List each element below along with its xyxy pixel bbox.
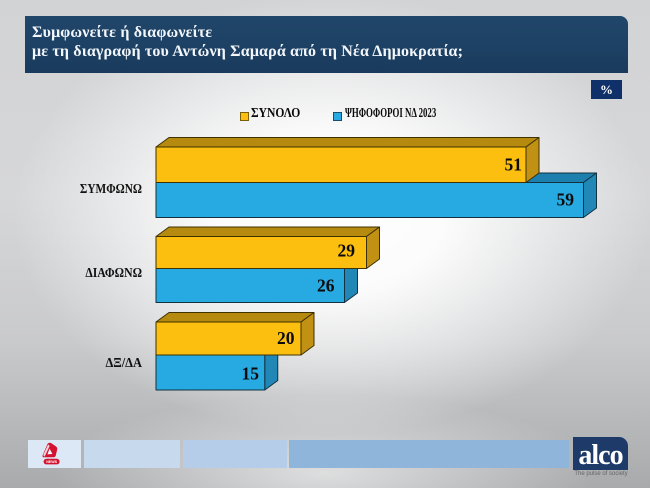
svg-text:59: 59 <box>557 190 575 210</box>
svg-text:15: 15 <box>242 364 260 384</box>
svg-text:26: 26 <box>317 276 335 296</box>
svg-text:NEWS: NEWS <box>46 460 57 464</box>
svg-text:51: 51 <box>505 155 523 175</box>
svg-text:20: 20 <box>277 328 295 348</box>
svg-text:29: 29 <box>338 241 356 261</box>
